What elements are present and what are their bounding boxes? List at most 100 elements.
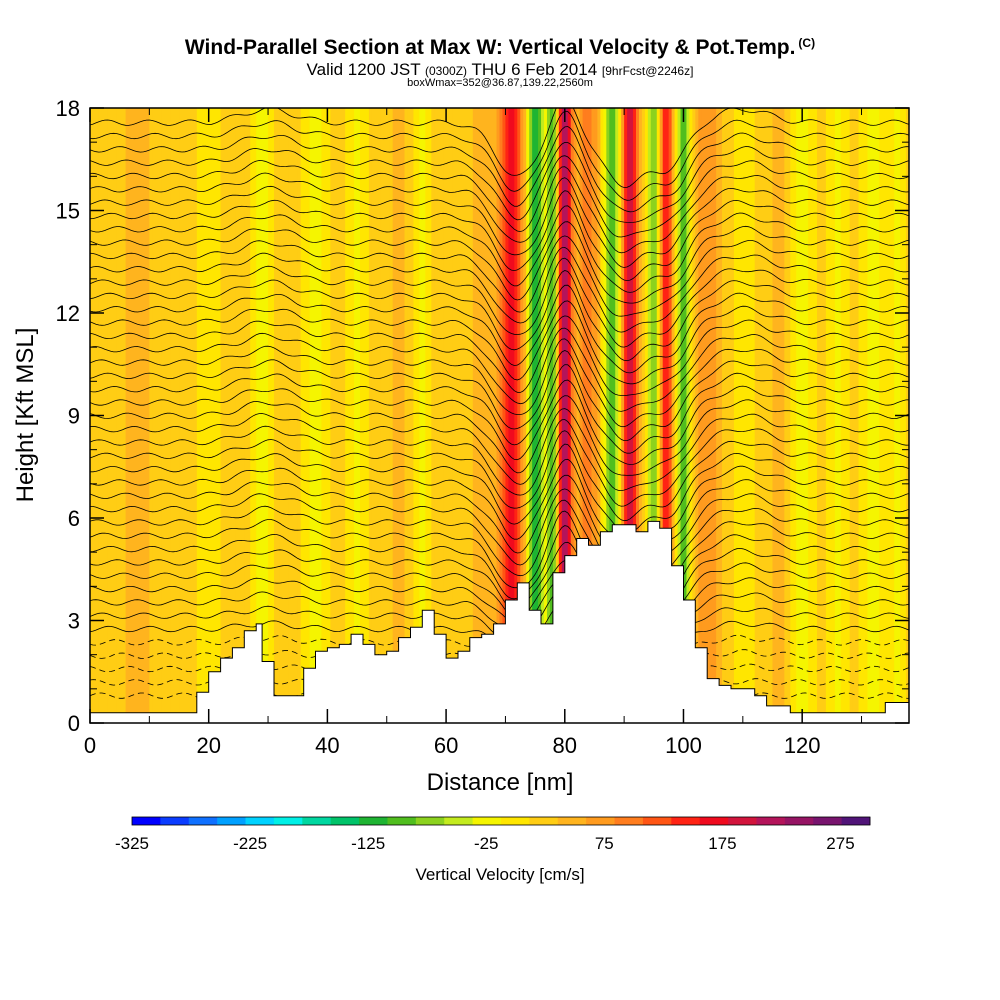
- field-column: [609, 108, 613, 723]
- field-column: [377, 108, 382, 723]
- field-column: [612, 108, 616, 723]
- colorbar-swatch: [671, 817, 701, 825]
- field-column: [719, 108, 723, 723]
- theta-contour: [90, 430, 909, 522]
- theta-contour: [90, 190, 909, 282]
- field-column: [695, 108, 699, 723]
- field-column: [161, 108, 165, 723]
- y-tick-label: 15: [56, 199, 80, 224]
- field-column: [790, 108, 794, 723]
- colorbar-swatch: [160, 817, 190, 825]
- field-column: [440, 108, 444, 723]
- field-column: [849, 108, 854, 723]
- field-column: [140, 108, 145, 723]
- field-column: [606, 108, 610, 723]
- field-column: [677, 108, 682, 723]
- field-column: [487, 108, 492, 723]
- field-column: [520, 108, 524, 723]
- theta-contour: [90, 474, 909, 557]
- theta-contour: [90, 221, 909, 304]
- field-column: [793, 108, 797, 723]
- field-column: [496, 108, 501, 723]
- colorbar-swatch: [586, 817, 615, 825]
- field-column: [410, 108, 415, 723]
- field-column: [357, 108, 361, 723]
- x-axis-label: Distance [nm]: [427, 769, 574, 796]
- theta-contour: [90, 257, 909, 348]
- field-column: [327, 108, 331, 723]
- field-column: [825, 108, 830, 723]
- field-column: [692, 108, 696, 723]
- x-tick-label: 100: [665, 733, 702, 758]
- field-column: [259, 108, 263, 723]
- y-axis: 0 3 6 9 12 15 18: [56, 96, 909, 736]
- theta-contour: [90, 166, 909, 254]
- field-column: [238, 108, 242, 723]
- field-column: [235, 108, 239, 723]
- field-column: [164, 108, 168, 723]
- field-column: [814, 108, 818, 723]
- colorbar-tick-label: -325: [115, 834, 149, 853]
- field-column: [754, 108, 759, 723]
- colorbar-swatch: [359, 817, 388, 825]
- colorbar-tick-label: -125: [351, 834, 385, 853]
- field-column: [419, 108, 423, 723]
- theta-contour: [90, 270, 909, 362]
- field-column: [475, 108, 480, 723]
- field-column: [867, 108, 872, 723]
- field-column: [882, 108, 886, 723]
- field-column: [155, 108, 159, 723]
- field-column: [271, 108, 275, 723]
- field-column: [653, 108, 658, 723]
- field-column: [641, 108, 646, 723]
- field-column: [552, 108, 557, 723]
- terrain: [90, 520, 909, 723]
- theta-contour: [90, 108, 909, 188]
- field-column: [152, 108, 156, 723]
- copyright-mark: (C): [798, 36, 816, 50]
- field-column: [229, 108, 234, 723]
- field-column: [107, 108, 112, 723]
- field-column: [288, 108, 293, 723]
- field-column: [321, 108, 326, 723]
- field-column: [591, 108, 596, 723]
- field-column: [781, 108, 785, 723]
- field-column: [303, 108, 308, 723]
- field-column: [514, 108, 518, 723]
- valid-time: Valid 1200 JST: [306, 60, 421, 79]
- field-column: [407, 108, 412, 723]
- field-column: [463, 108, 468, 723]
- field-column: [193, 108, 198, 723]
- field-column: [279, 108, 284, 723]
- field-column: [751, 108, 756, 723]
- theta-contour: [90, 443, 909, 535]
- field-column: [389, 108, 394, 723]
- field-column: [184, 108, 189, 723]
- field-column: [879, 108, 883, 723]
- field-column: [416, 108, 420, 723]
- field-column: [223, 108, 228, 723]
- field-column: [247, 108, 251, 723]
- field-column: [567, 108, 572, 723]
- field-column: [775, 108, 780, 723]
- field-column: [368, 108, 373, 723]
- y-axis-label: Height [Kft MSL]: [12, 328, 39, 503]
- field-column: [502, 108, 507, 723]
- field-column: [769, 108, 774, 723]
- field-column: [647, 108, 652, 723]
- field-column: [374, 108, 379, 723]
- field-column: [125, 108, 130, 723]
- field-column: [205, 108, 210, 723]
- theta-contour: [90, 284, 909, 374]
- field-column: [864, 108, 869, 723]
- field-column: [704, 108, 708, 723]
- field-column: [817, 108, 821, 723]
- colorbar-tick-label: -225: [233, 834, 267, 853]
- y-tick-label: 12: [56, 301, 80, 326]
- field-column: [232, 108, 237, 723]
- colorbar-swatch: [273, 817, 303, 825]
- y-tick-label: 18: [56, 96, 80, 121]
- field-column: [226, 108, 231, 723]
- field-column: [404, 108, 409, 723]
- field-column: [253, 108, 257, 723]
